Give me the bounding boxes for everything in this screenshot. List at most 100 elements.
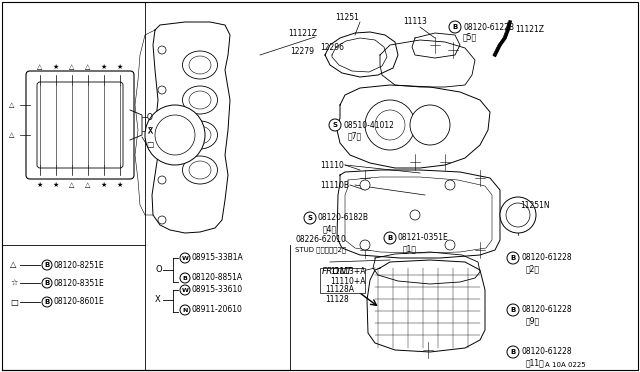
Text: B: B [387,235,392,241]
Text: △: △ [10,132,15,138]
Circle shape [500,197,536,233]
Circle shape [449,21,461,33]
Text: 08120-6122B: 08120-6122B [463,22,514,32]
Circle shape [506,203,530,227]
Circle shape [384,232,396,244]
Circle shape [158,176,166,184]
Text: X̄: X̄ [147,126,152,135]
Text: 08120-8601E: 08120-8601E [54,298,105,307]
Text: B: B [44,280,50,286]
Text: 08120-61228: 08120-61228 [521,347,572,356]
Text: 11251N: 11251N [520,201,550,209]
Circle shape [180,285,190,295]
Text: 11110B: 11110B [320,180,349,189]
Text: 11110+A: 11110+A [330,278,365,286]
FancyBboxPatch shape [26,71,134,179]
Text: W: W [182,256,188,260]
Circle shape [410,105,450,145]
Circle shape [180,305,190,315]
Text: （11）: （11） [526,359,545,368]
Circle shape [365,100,415,150]
Circle shape [304,212,316,224]
Text: B: B [510,255,516,261]
FancyBboxPatch shape [37,82,123,168]
Circle shape [42,278,52,288]
Text: A 10A 0225: A 10A 0225 [545,362,586,368]
Text: 11128: 11128 [325,295,349,305]
Text: B: B [510,307,516,313]
Text: （9）: （9） [526,317,540,326]
Text: 08121-0351E: 08121-0351E [398,234,449,243]
Text: S: S [333,122,337,128]
Text: W: W [182,288,188,292]
Text: B: B [44,262,50,268]
Text: 11251: 11251 [335,13,359,22]
Text: S: S [307,215,312,221]
Text: 08120-61228: 08120-61228 [521,253,572,263]
Text: ★: ★ [101,64,107,70]
Text: X: X [155,295,161,305]
Text: （5）: （5） [463,32,477,42]
Text: N: N [182,308,188,312]
Circle shape [507,304,519,316]
Text: 08120-8251E: 08120-8251E [54,260,104,269]
Circle shape [445,180,455,190]
Circle shape [155,115,195,155]
Text: ★: ★ [117,182,123,188]
Text: O: O [147,112,153,122]
Text: 12279: 12279 [290,48,314,57]
Circle shape [507,252,519,264]
Text: 08510-41012: 08510-41012 [343,121,394,129]
Text: 11128A: 11128A [325,285,354,295]
Text: 08120-8351E: 08120-8351E [54,279,105,288]
Text: △: △ [69,182,75,188]
Text: △: △ [37,64,43,70]
Text: FRONT: FRONT [322,267,353,276]
Circle shape [375,110,405,140]
Text: 11110: 11110 [320,160,344,170]
Text: 11113: 11113 [403,17,427,26]
Text: ★: ★ [53,182,59,188]
Circle shape [360,180,370,190]
Text: △: △ [85,182,91,188]
Text: 08915-33B1A: 08915-33B1A [192,253,244,263]
Text: （2）: （2） [526,264,540,273]
Circle shape [329,119,341,131]
Text: ★: ★ [117,64,123,70]
Text: B: B [182,276,188,280]
Text: B: B [452,24,458,30]
Text: 08915-33610: 08915-33610 [192,285,243,295]
Text: ★: ★ [53,64,59,70]
Text: △: △ [85,64,91,70]
Text: ☆: ☆ [10,279,17,288]
Text: 08120-6182B: 08120-6182B [318,214,369,222]
Circle shape [145,105,205,165]
Text: 11113+A: 11113+A [330,267,365,276]
Text: ★: ★ [37,182,43,188]
Bar [320,268,365,293]
Circle shape [158,46,166,54]
Text: O: O [155,266,162,275]
Text: ★: ★ [101,182,107,188]
Circle shape [158,86,166,94]
Circle shape [360,240,370,250]
Text: X̅: X̅ [148,128,152,134]
Text: 11121Z: 11121Z [515,26,544,35]
Text: 08226-62010: 08226-62010 [295,235,346,244]
Text: B: B [44,299,50,305]
Text: （7）: （7） [348,131,362,141]
Circle shape [180,253,190,263]
Text: □: □ [10,298,18,307]
Text: B: B [510,349,516,355]
Text: STUD スタッド（2）: STUD スタッド（2） [295,247,346,253]
Text: 08120-61228: 08120-61228 [521,305,572,314]
Circle shape [42,260,52,270]
Text: △: △ [10,260,17,269]
Text: （4）: （4） [323,224,337,234]
Circle shape [507,346,519,358]
Text: △: △ [69,64,75,70]
Circle shape [158,216,166,224]
Text: 08911-20610: 08911-20610 [192,305,243,314]
Text: 08120-8851A: 08120-8851A [192,273,243,282]
Circle shape [445,240,455,250]
